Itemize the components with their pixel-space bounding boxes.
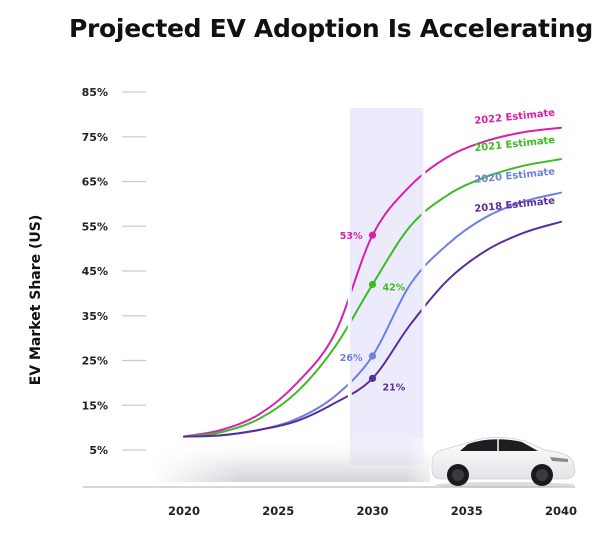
series-line-segment bbox=[183, 298, 348, 438]
y-tick-label: 35% bbox=[82, 310, 108, 323]
series-line-segment bbox=[183, 394, 348, 438]
y-tick-label: 25% bbox=[82, 355, 108, 368]
data-point-label: 53% bbox=[340, 231, 363, 242]
data-point-label: 42% bbox=[383, 282, 406, 293]
legend-label: 2018 Estimate bbox=[474, 196, 556, 215]
y-tick-label: 45% bbox=[82, 265, 108, 278]
data-point-marker bbox=[368, 231, 377, 239]
x-tick-label: 2020 bbox=[168, 504, 200, 518]
y-tick-label: 55% bbox=[82, 220, 108, 233]
data-point-marker bbox=[368, 280, 377, 289]
data-point-marker bbox=[368, 374, 377, 382]
floor-shadow bbox=[150, 438, 450, 482]
chart-title: Projected EV Adoption Is Accelerating bbox=[69, 14, 593, 43]
legend-label: 2021 Estimate bbox=[474, 135, 556, 154]
data-point-label: 26% bbox=[340, 353, 363, 364]
series-line-segment bbox=[425, 126, 562, 174]
series-line-segment bbox=[425, 158, 562, 213]
data-point-label: 21% bbox=[383, 382, 406, 393]
series-2018-estimate bbox=[183, 220, 562, 438]
y-tick-label: 85% bbox=[82, 86, 108, 99]
x-tick-label: 2035 bbox=[451, 504, 483, 518]
series-2021-estimate bbox=[183, 158, 562, 438]
series-line-segment bbox=[425, 191, 562, 267]
x-tick-label: 2040 bbox=[545, 504, 577, 518]
x-tick-label: 2030 bbox=[356, 504, 388, 518]
data-point-marker bbox=[368, 352, 377, 360]
legend-label: 2020 Estimate bbox=[474, 166, 556, 185]
series-line-segment bbox=[425, 220, 562, 307]
highlight-band bbox=[349, 108, 424, 465]
y-tick-label: 65% bbox=[82, 176, 108, 189]
series-line-segment bbox=[183, 324, 348, 438]
series-2022-estimate bbox=[183, 126, 562, 438]
x-tick-label: 2025 bbox=[262, 504, 294, 518]
y-tick-label: 15% bbox=[82, 399, 108, 412]
y-tick-label: 75% bbox=[82, 131, 108, 144]
car-icon bbox=[431, 436, 576, 488]
series-line-segment bbox=[351, 174, 422, 293]
legend-label: 2022 Estimate bbox=[474, 108, 556, 127]
y-tick-label: 5% bbox=[89, 444, 108, 457]
